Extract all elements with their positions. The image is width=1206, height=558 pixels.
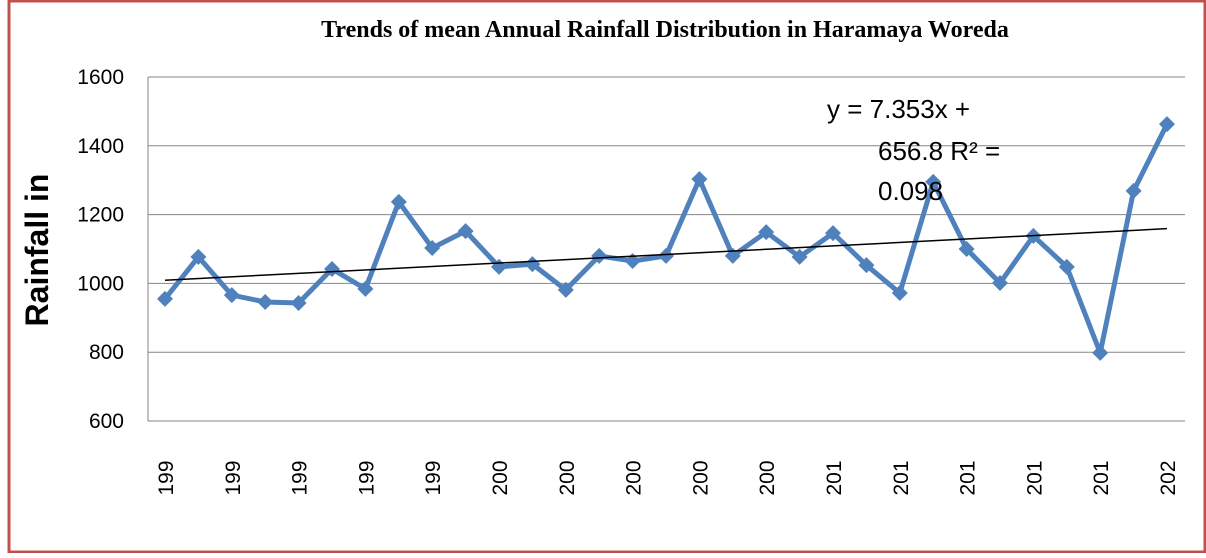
x-tick-label: 200 — [756, 460, 779, 495]
data-point — [390, 193, 407, 210]
data-point — [457, 223, 474, 240]
x-tick-label: 199 — [222, 460, 245, 495]
chart-title: Trends of mean Annual Rainfall Distribut… — [321, 17, 1009, 43]
x-tick-label: 200 — [689, 460, 712, 495]
trend-equation: 0.098 — [878, 176, 943, 206]
data-point — [591, 247, 608, 264]
y-tick-label: 1600 — [77, 66, 124, 89]
x-tick-label: 199 — [155, 460, 178, 495]
data-point — [1058, 258, 1075, 275]
data-point — [1125, 182, 1142, 199]
x-tick-label: 199 — [422, 460, 445, 495]
data-point — [992, 275, 1008, 292]
data-point — [157, 290, 173, 307]
x-tick-label: 199 — [355, 460, 378, 495]
data-point — [1092, 344, 1109, 361]
x-tick-label: 201 — [957, 460, 980, 495]
x-tick-label: 200 — [489, 460, 512, 495]
x-tick-label: 200 — [556, 460, 579, 495]
data-point — [658, 247, 674, 264]
y-tick-label: 1000 — [77, 272, 124, 295]
data-point — [524, 256, 541, 273]
data-point — [1159, 116, 1175, 133]
x-tick-label: 201 — [890, 460, 913, 495]
y-tick-label: 800 — [89, 341, 124, 364]
data-point — [758, 224, 775, 241]
data-point — [190, 248, 207, 265]
data-point — [223, 287, 240, 304]
trend-equation: y = 7.353x + — [827, 94, 970, 124]
data-point — [791, 248, 808, 265]
data-point — [891, 285, 908, 302]
data-point — [290, 295, 307, 312]
x-tick-label: 201 — [823, 460, 846, 495]
y-tick-label: 1400 — [77, 135, 124, 158]
data-point — [858, 257, 875, 274]
x-tick-label: 201 — [1090, 460, 1113, 495]
data-point — [257, 293, 274, 310]
data-point — [557, 281, 574, 298]
x-tick-label: 200 — [623, 460, 646, 495]
y-tick-label: 600 — [89, 410, 124, 433]
x-tick-label: 199 — [289, 460, 312, 495]
y-tick-label: 1200 — [77, 204, 124, 227]
x-tick-label: 201 — [1023, 460, 1046, 495]
chart-frame — [7, 0, 1206, 554]
data-point — [691, 171, 708, 188]
data-point — [925, 173, 942, 190]
data-point — [324, 260, 340, 277]
data-point — [958, 241, 975, 257]
data-point — [357, 280, 374, 297]
data-line — [163, 123, 1170, 356]
data-point — [825, 225, 841, 242]
y-axis-label: Rainfall in — [19, 174, 55, 327]
trend-equation: 656.8 R² = — [878, 136, 1000, 166]
x-tick-label: 202 — [1157, 460, 1180, 495]
trendline — [164, 227, 1168, 282]
data-point — [424, 239, 441, 256]
